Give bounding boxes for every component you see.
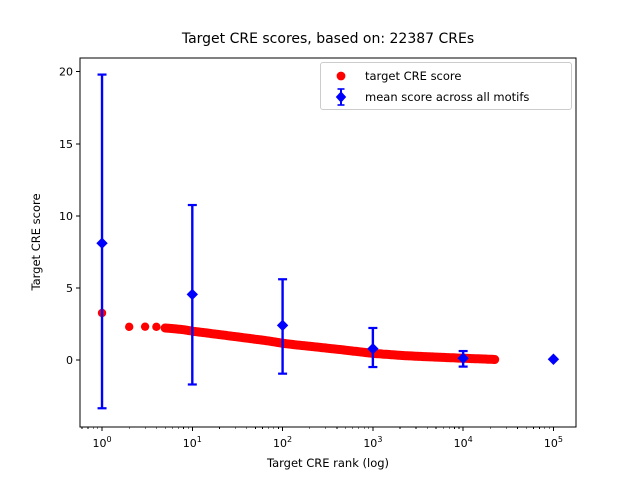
y-tick-label: 10 — [59, 210, 73, 223]
x-tick-label: 104 — [454, 435, 473, 450]
x-axis-label: Target CRE rank (log) — [266, 456, 390, 470]
red-circle-icon — [321, 69, 361, 83]
legend-item-mean-score: mean score across all motifs — [321, 86, 571, 107]
red-score-band — [160, 323, 500, 364]
x-tick-label: 105 — [544, 435, 563, 450]
blue-mean-diamond — [186, 288, 199, 301]
blue-mean-diamond — [276, 319, 289, 332]
y-tick-label: 20 — [59, 66, 73, 79]
blue-mean-diamond — [96, 237, 108, 249]
y-tick-label: 0 — [66, 354, 73, 367]
red-score-dot — [152, 322, 161, 332]
y-axis-label: Target CRE score — [29, 193, 43, 291]
blue-mean-diamond — [457, 352, 469, 364]
x-tick-label: 100 — [92, 435, 111, 450]
legend-label: target CRE score — [365, 68, 462, 83]
red-score-dot — [140, 322, 150, 331]
x-tick-label: 101 — [183, 435, 202, 450]
chart-title: Target CRE scores, based on: 22387 CREs — [181, 31, 475, 47]
red-score-dot — [125, 322, 134, 332]
plot-border — [79, 57, 577, 428]
legend: target CRE score mean score across all m… — [320, 62, 572, 110]
y-tick-label: 15 — [59, 138, 73, 151]
blue-mean-diamond — [547, 353, 560, 365]
y-tick-label: 5 — [66, 282, 73, 295]
blue-diamond-errorbar-icon — [321, 87, 361, 107]
x-tick-label: 102 — [273, 435, 292, 450]
x-tick-label: 103 — [363, 435, 382, 450]
blue-mean-diamond — [367, 343, 379, 355]
legend-label: mean score across all motifs — [365, 89, 530, 104]
legend-item-target-cre-score: target CRE score — [321, 65, 571, 86]
